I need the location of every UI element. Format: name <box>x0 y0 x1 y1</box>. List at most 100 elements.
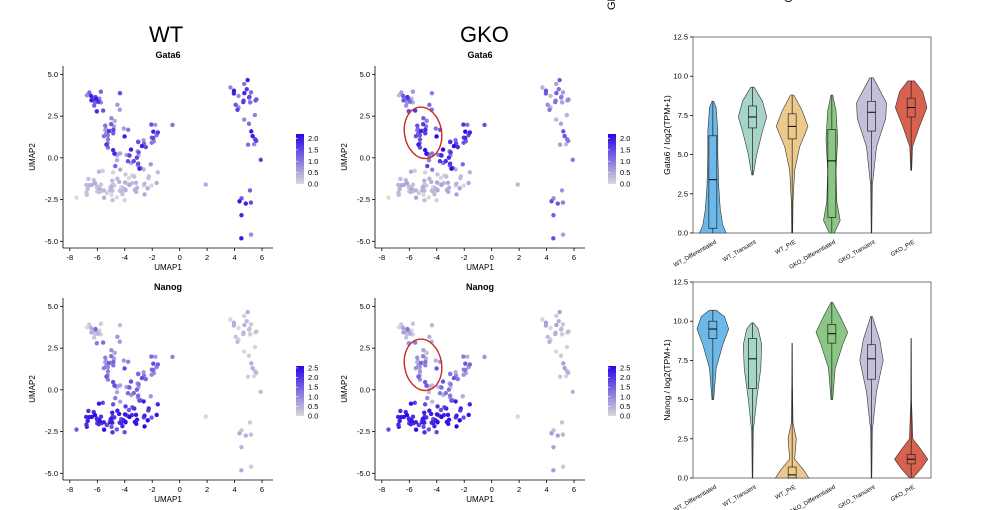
legend-tick-label: 2.0 <box>620 373 630 382</box>
cell-point <box>92 335 97 340</box>
x-tick-label: 4 <box>544 253 548 262</box>
cell-point <box>131 390 136 396</box>
cell-point <box>424 151 429 156</box>
cell-point <box>420 122 426 127</box>
cell-point <box>141 399 146 404</box>
cell-point <box>248 464 254 469</box>
cell-point <box>563 374 569 379</box>
box-iqr <box>827 129 837 218</box>
cell-point <box>404 412 410 418</box>
x-tick-label: WT_Differentiated <box>673 485 718 510</box>
y-tick-label: 0.0 <box>678 229 688 238</box>
cell-point <box>465 354 470 360</box>
x-tick-label: 6 <box>572 485 576 494</box>
cell-point <box>553 99 558 105</box>
cell-point <box>451 375 457 381</box>
cell-point <box>113 163 118 169</box>
cell-point <box>146 174 152 179</box>
cell-point <box>554 313 559 319</box>
box-iqr <box>708 135 718 229</box>
cell-point <box>417 137 423 142</box>
cell-point <box>422 178 427 183</box>
cell-point <box>123 188 128 193</box>
panel-title: Gata6 <box>155 50 180 60</box>
cell-point <box>556 318 561 324</box>
legend-tick-label: 2.0 <box>308 373 318 382</box>
cell-point <box>540 317 545 322</box>
x-tick-label: 6 <box>260 253 264 262</box>
cell-point <box>435 404 440 409</box>
y-tick-label: 5.0 <box>678 150 688 159</box>
highlight-ellipse <box>403 338 443 392</box>
cell-point <box>151 135 156 141</box>
cell-point <box>563 142 569 147</box>
cell-point <box>247 188 253 193</box>
cell-point <box>149 372 154 377</box>
cell-point <box>110 147 116 153</box>
y-tick-label: -5.0 <box>357 469 370 478</box>
cell-point <box>149 415 154 420</box>
cell-point <box>558 121 564 126</box>
cell-point <box>143 144 149 150</box>
cell-point <box>396 424 402 430</box>
cell-point <box>239 212 244 218</box>
cell-point <box>420 188 425 193</box>
cell-point <box>449 166 454 171</box>
cell-point <box>439 182 444 188</box>
x-tick-label: GKO_Transient <box>838 239 877 265</box>
x-tick-label: 4 <box>544 485 548 494</box>
cell-point <box>448 382 453 387</box>
cell-point <box>447 393 453 398</box>
cell-point <box>112 151 117 156</box>
legend-tick-label: 2.5 <box>308 363 318 372</box>
cell-point <box>117 107 122 112</box>
cell-point <box>143 376 149 382</box>
cell-point <box>404 180 410 186</box>
cell-point <box>562 133 567 139</box>
cell-point <box>98 182 104 187</box>
cell-point <box>121 126 126 131</box>
cell-point <box>105 365 111 370</box>
panel-title: Nanog <box>466 282 494 292</box>
cell-point <box>149 354 154 359</box>
cell-point <box>416 374 421 379</box>
cell-point <box>425 395 430 401</box>
cell-point <box>100 400 105 406</box>
x-tick-label: 4 <box>232 253 236 262</box>
cell-point <box>424 118 429 123</box>
cell-point <box>482 122 487 128</box>
x-axis-title: UMAP1 <box>466 263 494 272</box>
cell-point <box>553 349 559 354</box>
cell-point <box>239 444 244 450</box>
cell-point <box>386 195 391 200</box>
cell-point <box>540 85 545 90</box>
cell-point <box>110 198 115 203</box>
cell-point <box>93 96 99 102</box>
cell-point <box>155 362 161 367</box>
cell-point <box>553 331 558 337</box>
cell-point <box>132 187 138 193</box>
cell-point <box>413 420 419 425</box>
cell-point <box>112 118 117 123</box>
cell-point <box>155 170 160 175</box>
cell-point <box>132 174 137 179</box>
x-tick-label: 0 <box>178 485 182 494</box>
cell-point <box>88 93 94 99</box>
cell-point <box>547 339 552 345</box>
cell-point <box>564 369 570 374</box>
x-tick-label: -8 <box>67 253 74 262</box>
cell-point <box>453 137 458 143</box>
cell-point <box>122 412 128 417</box>
cell-point <box>148 394 153 399</box>
cell-point <box>151 129 156 134</box>
cell-point <box>461 122 466 127</box>
cell-point <box>135 393 141 398</box>
cell-point <box>110 178 115 183</box>
cell-point <box>241 331 246 337</box>
cell-point <box>410 182 416 187</box>
plot-frame <box>692 281 932 479</box>
cell-point <box>203 414 208 419</box>
x-axis-title: UMAP1 <box>466 495 494 504</box>
cell-point <box>108 420 113 425</box>
x-tick-label: WT_Differentiated <box>673 240 718 269</box>
